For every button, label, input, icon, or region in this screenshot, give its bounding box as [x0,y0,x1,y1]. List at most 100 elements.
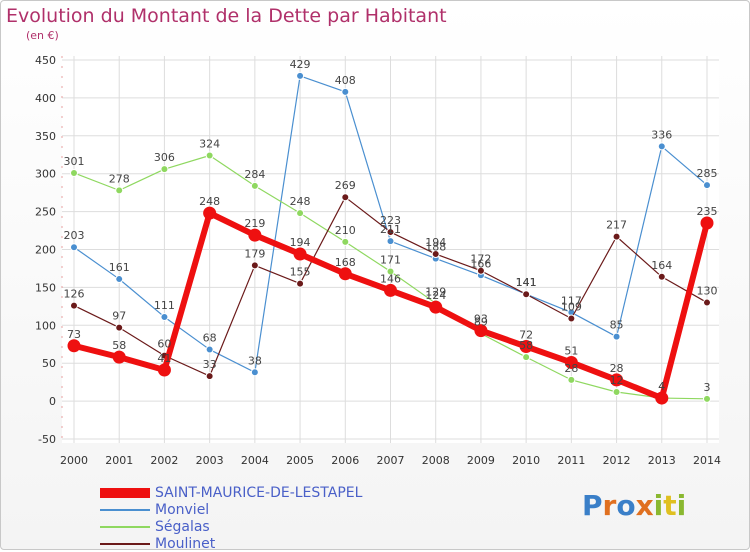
moulinet-data-label: 155 [290,266,311,279]
monviel-data-label: 85 [610,319,624,332]
x-tick-label: 2005 [286,454,314,467]
segalas-data-label: 89 [474,316,488,329]
x-tick-label: 2003 [196,454,224,467]
x-tick-label: 2012 [603,454,631,467]
moulinet-data-label: 269 [335,179,356,192]
monviel-point [296,71,305,80]
moulinet-data-label: 141 [516,276,537,289]
segalas-point [386,267,395,276]
moulinet-data-label: 60 [157,338,171,351]
monviel-data-label: 408 [335,74,356,87]
proxiti-logo: Proxiti [582,489,686,522]
saint-maurice-de-lestapel-point [564,355,578,369]
segalas-data-label: 28 [564,362,578,375]
saint-maurice-de-lestapel-point [157,363,171,377]
y-tick-label: 250 [35,206,56,219]
segalas-data-label: 210 [335,224,356,237]
saint-maurice-de-lestapel-data-label: 73 [67,328,81,341]
legend-item-saint-maurice-de-lestapel: SAINT-MAURICE-DE-LESTAPEL [100,484,362,501]
x-tick-label: 2001 [105,454,133,467]
moulinet-data-label: 217 [606,219,627,232]
y-tick-label: 300 [35,168,56,181]
legend-item-moulinet: Moulinet [100,535,362,552]
segalas-point [341,237,350,246]
x-tick-label: 2013 [648,454,676,467]
segalas-data-label: 12 [610,374,624,387]
moulinet-data-label: 194 [425,236,446,249]
legend-swatch [100,487,150,498]
x-tick-label: 2009 [467,454,495,467]
moulinet-data-label: 172 [470,253,491,266]
moulinet-data-label: 97 [112,310,126,323]
monviel-data-label: 429 [290,58,311,71]
segalas-data-label: 58 [519,339,533,352]
saint-maurice-de-lestapel-data-label: 146 [380,272,401,285]
saint-maurice-de-lestapel-point [203,206,217,220]
segalas-point [250,181,259,190]
saint-maurice-de-lestapel-point [519,340,533,354]
monviel-point [205,345,214,354]
moulinet-point [205,372,214,381]
monviel-data-label: 38 [248,354,262,367]
monviel-point [115,275,124,284]
monviel-data-label: 68 [203,332,217,345]
x-tick-label: 2002 [150,454,178,467]
x-tick-label: 2008 [422,454,450,467]
y-tick-label: 350 [35,130,56,143]
saint-maurice-de-lestapel-point [610,373,624,387]
moulinet-data-label: 33 [203,358,217,371]
saint-maurice-de-lestapel-data-label: 248 [199,195,220,208]
segalas-data-label: 284 [244,168,265,181]
segalas-point [567,375,576,384]
saint-maurice-de-lestapel-data-label: 72 [519,329,533,342]
saint-maurice-de-lestapel-point [67,339,81,353]
legend-swatch [100,542,150,545]
moulinet-point [612,232,621,241]
moulinet-data-label: 179 [244,247,265,260]
logo-letter: i [653,489,664,522]
logo-letter: t [663,489,677,522]
logo-letter: P [582,489,603,522]
segalas-data-label: 306 [154,151,175,164]
moulinet-point [386,228,395,237]
saint-maurice-de-lestapel-data-label: 124 [425,289,446,302]
y-tick-label: 50 [42,357,56,370]
y-tick-label: 200 [35,244,56,257]
monviel-point [250,368,259,377]
saint-maurice-de-lestapel-point [248,228,262,242]
y-tick-label: 450 [35,54,56,67]
monviel-data-label: 141 [516,276,537,289]
monviel-point [657,142,666,151]
legend-label: Moulinet [155,535,216,552]
legend-item-monviel: Monviel [100,501,362,518]
segalas-data-label: 4 [658,380,665,393]
monviel-point [70,243,78,252]
monviel-data-label: 285 [697,167,718,180]
logo-letter: o [616,489,636,522]
legend-swatch [100,525,150,528]
monviel-point [612,332,621,341]
x-tick-label: 2010 [512,454,540,467]
monviel-data-label: 161 [109,261,130,274]
logo-letter: x [635,489,654,522]
segalas-data-label: 278 [109,172,130,185]
segalas-data-label: 301 [64,155,85,168]
x-tick-label: 2000 [60,454,88,467]
moulinet-point [703,298,711,307]
moulinet-point [567,314,576,323]
moulinet-point [70,301,78,310]
saint-maurice-de-lestapel-data-label: 28 [610,362,624,375]
monviel-data-label: 211 [380,223,401,236]
saint-maurice-de-lestapel-point [655,391,669,405]
monviel-data-label: 111 [154,299,175,312]
segalas-point [70,168,78,177]
chart-title: Evolution du Montant de la Dette par Hab… [6,5,447,27]
saint-maurice-de-lestapel-data-label: 41 [157,352,171,365]
moulinet-data-label: 126 [64,288,85,301]
moulinet-point [341,193,350,202]
legend-item-segalas: Ségalas [100,518,362,535]
x-tick-label: 2011 [557,454,585,467]
moulinet-data-label: 130 [697,285,718,298]
y-tick-label: 100 [35,319,56,332]
